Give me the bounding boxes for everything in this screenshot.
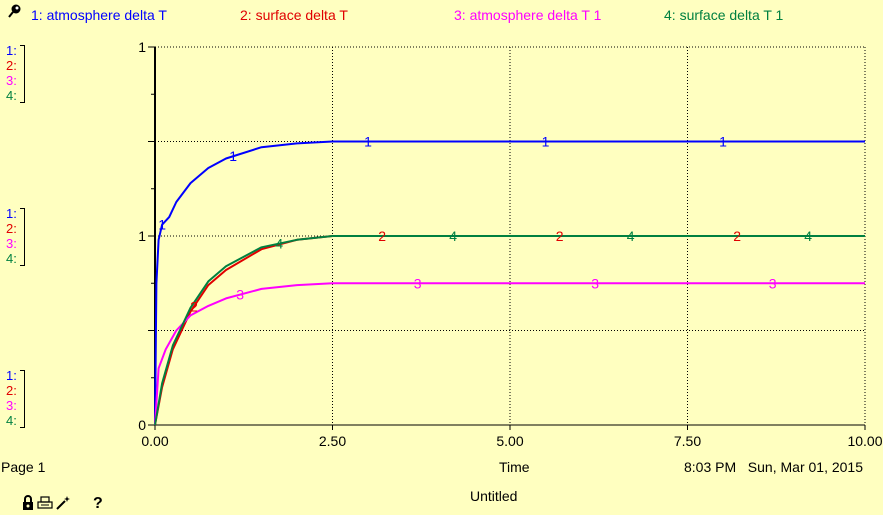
print-icon[interactable] bbox=[37, 495, 53, 511]
axis-key-4: 4: bbox=[6, 88, 17, 103]
axis-key-bracket bbox=[20, 45, 25, 103]
series-marker-1: 1 bbox=[542, 134, 550, 150]
axis-key-2: 2: bbox=[6, 58, 17, 73]
series-marker-3: 3 bbox=[591, 275, 599, 291]
x-tick-label: 10.00 bbox=[847, 433, 882, 449]
wand-icon[interactable] bbox=[55, 495, 71, 511]
axis-key-bottom: 1: 2: 3: 4: bbox=[6, 368, 25, 428]
legend: 1: atmosphere delta T 2: surface delta T… bbox=[0, 0, 883, 32]
axis-key-top: 1: 2: 3: 4: bbox=[6, 43, 25, 103]
timestamp: 8:03 PM Sun, Mar 01, 2015 bbox=[684, 459, 863, 475]
axis-key-3: 3: bbox=[6, 73, 17, 88]
series-marker-1: 1 bbox=[158, 217, 166, 233]
lock-icon[interactable] bbox=[22, 495, 34, 511]
axis-key-3: 3: bbox=[6, 398, 17, 413]
page-label: Page 1 bbox=[1, 459, 46, 475]
series-marker-1: 1 bbox=[364, 134, 372, 150]
series-line-4 bbox=[154, 235, 865, 426]
document-title: Untitled bbox=[470, 488, 518, 504]
axis-key-2: 2: bbox=[6, 221, 17, 236]
series-marker-1: 1 bbox=[229, 148, 237, 164]
series-marker-4: 4 bbox=[449, 228, 457, 244]
axis-key-3: 3: bbox=[6, 236, 17, 251]
series-marker-3: 3 bbox=[769, 275, 777, 291]
help-icon[interactable]: ? bbox=[93, 495, 103, 512]
series-marker-4: 4 bbox=[627, 228, 635, 244]
time-axis-label: Time bbox=[499, 459, 530, 475]
axis-key-4: 4: bbox=[6, 251, 17, 266]
axis-key-1: 1: bbox=[6, 43, 17, 58]
series-marker-2: 2 bbox=[378, 228, 386, 244]
axis-key-bracket bbox=[20, 208, 25, 266]
axis-key-1: 1: bbox=[6, 206, 17, 221]
axis-key-bracket bbox=[20, 370, 25, 428]
y-tick-label: 1 bbox=[138, 228, 146, 244]
series-marker-2: 2 bbox=[190, 298, 198, 314]
series-marker-2: 2 bbox=[556, 228, 564, 244]
series-marker-4: 4 bbox=[804, 228, 812, 244]
x-tick-label: 7.50 bbox=[674, 433, 701, 449]
x-tick-label: 0.00 bbox=[141, 433, 168, 449]
axis-key-1: 1: bbox=[6, 368, 17, 383]
series-marker-4: 4 bbox=[275, 236, 283, 252]
series-line-3 bbox=[154, 282, 865, 426]
x-tick-label: 5.00 bbox=[496, 433, 523, 449]
series-marker-2: 2 bbox=[733, 228, 741, 244]
legend-item-3: 3: atmosphere delta T 1 bbox=[454, 7, 602, 23]
pin-icon[interactable] bbox=[7, 3, 23, 19]
legend-item-2: 2: surface delta T bbox=[240, 7, 348, 23]
series-line-1 bbox=[154, 140, 865, 426]
series-marker-3: 3 bbox=[414, 275, 422, 291]
y-tick-label: 0 bbox=[138, 417, 146, 433]
axis-key-2: 2: bbox=[6, 383, 17, 398]
y-tick-label: 1 bbox=[138, 39, 146, 55]
series-marker-3: 3 bbox=[236, 287, 244, 303]
series-marker-1: 1 bbox=[719, 134, 727, 150]
axis-key-mid: 1: 2: 3: 4: bbox=[6, 206, 25, 266]
legend-item-1: 1: atmosphere delta T bbox=[31, 7, 167, 23]
x-tick-label: 2.50 bbox=[319, 433, 346, 449]
legend-item-4: 4: surface delta T 1 bbox=[664, 7, 784, 23]
axis-key-4: 4: bbox=[6, 413, 17, 428]
